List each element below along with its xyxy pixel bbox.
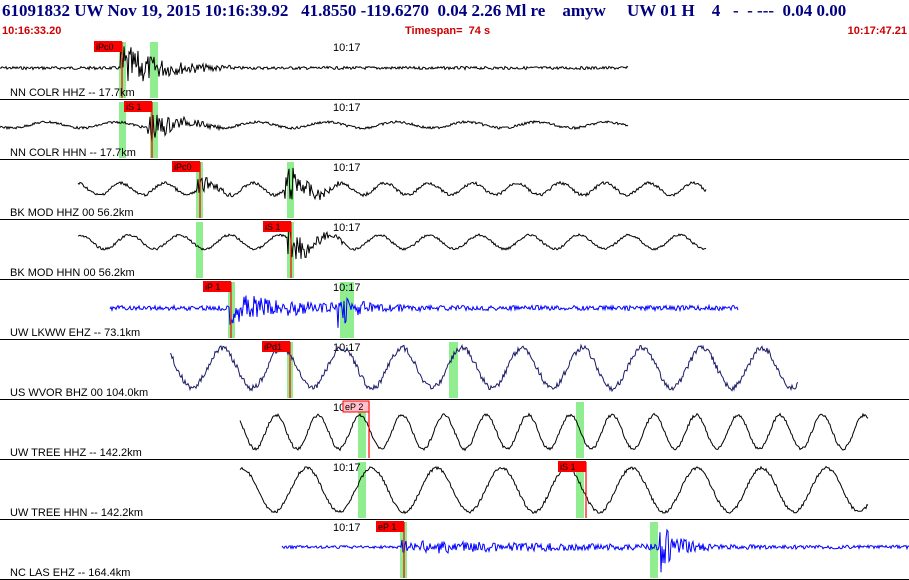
waveform [239,412,869,452]
waveform [169,343,799,393]
minute-tick-label: 10:17 [333,42,361,54]
channel-label: UW TREE HHN -- 142.2km [10,507,143,519]
trace-row[interactable]: 10:17 eP 1 NC LAS EHZ -- 164.4km [0,521,909,580]
channel-label: BK MOD HHN 00 56.2km [10,267,135,279]
trace-row[interactable]: 10:17 iS 1 UW TREE HHN -- 142.2km [0,461,909,520]
waveform [281,528,909,573]
minute-tick-label: 10:17 [333,102,361,114]
pick-window [340,282,354,338]
timespan-label: Timespan= 74 s [405,25,491,37]
pick-flag-label: eP 2 [345,402,363,412]
pick-window [358,402,366,458]
minute-tick-label: 10:17 [333,222,361,234]
waveform [77,167,707,201]
channel-label: NC LAS EHZ -- 164.4km [10,567,130,579]
pick-flag-label: iPc0 [96,42,114,52]
trace-row[interactable]: 10:17 iPc0 BK MOD HHZ 00 56.2km [0,161,909,220]
pick-flag-label: iS 1 [560,462,576,472]
trace-row[interactable]: 10:17 iPc0 NN COLR HHZ -- 17.7km [0,41,909,100]
waveform [77,222,707,260]
waveform [239,465,869,515]
channel-label: BK MOD HHZ 00 56.2km [10,207,133,219]
channel-label: US WVOR BHZ 00 104.0km [10,387,148,399]
event-header: 61091832 UW Nov 19, 2015 10:16:39.92 41.… [0,0,909,40]
pick-window [576,462,584,518]
pick-window [196,222,203,278]
pick-window [358,462,366,518]
pick-flag[interactable] [262,341,290,352]
channel-label: UW LKWW EHZ -- 73.1km [10,327,140,339]
pick-flag-label: iP 1 [205,282,220,292]
trace-row[interactable]: 10:17 iP 1 UW LKWW EHZ -- 73.1km [0,281,909,340]
minute-tick-label: 10:17 [333,282,361,294]
waveform [0,43,629,82]
pick-flag-label: iPc0 [174,162,192,172]
pick-flag[interactable] [172,161,200,172]
pick-flag[interactable] [558,461,586,472]
channel-label: UW TREE HHZ -- 142.2km [10,447,142,459]
pick-flag[interactable] [263,221,291,232]
channel-label: NN COLR HHN -- 17.7km [10,147,136,159]
start-time: 10:16:33.20 [2,25,62,37]
pick-flag[interactable] [376,521,404,532]
pick-flag-label: iS 1 [265,222,281,232]
trace-row[interactable]: 10:17 iS 1 NN COLR HHN -- 17.7km [0,101,909,160]
pick-window [650,522,658,578]
trace-row[interactable]: 10:17 iS 1 BK MOD HHN 00 56.2km [0,221,909,280]
pick-window [150,42,158,98]
event-title: 61091832 UW Nov 19, 2015 10:16:39.92 41.… [2,1,847,20]
pick-flag-label: eP 1 [378,522,396,532]
minute-tick-label: 10:17 [333,522,361,534]
pick-flag[interactable] [203,281,231,292]
seismogram-panel[interactable]: 10:17 iPc0 NN COLR HHZ -- 17.7km 10:17 iS 1 N… [0,40,909,580]
pick-flag-label: iS 1 [126,102,142,112]
minute-tick-label: 10:17 [333,462,361,474]
pick-window [119,102,126,158]
pick-flag[interactable] [94,41,122,52]
pick-flag[interactable] [342,400,370,413]
end-time: 10:17:47.21 [847,25,907,37]
waveform [109,295,739,328]
channel-label: NN COLR HHZ -- 17.7km [10,87,135,99]
pick-flag-label: iPd1 [264,342,282,352]
pick-flag[interactable] [124,101,152,112]
minute-tick-label: 10:17 [333,162,361,174]
pick-window [449,342,458,398]
waveform [0,114,629,143]
